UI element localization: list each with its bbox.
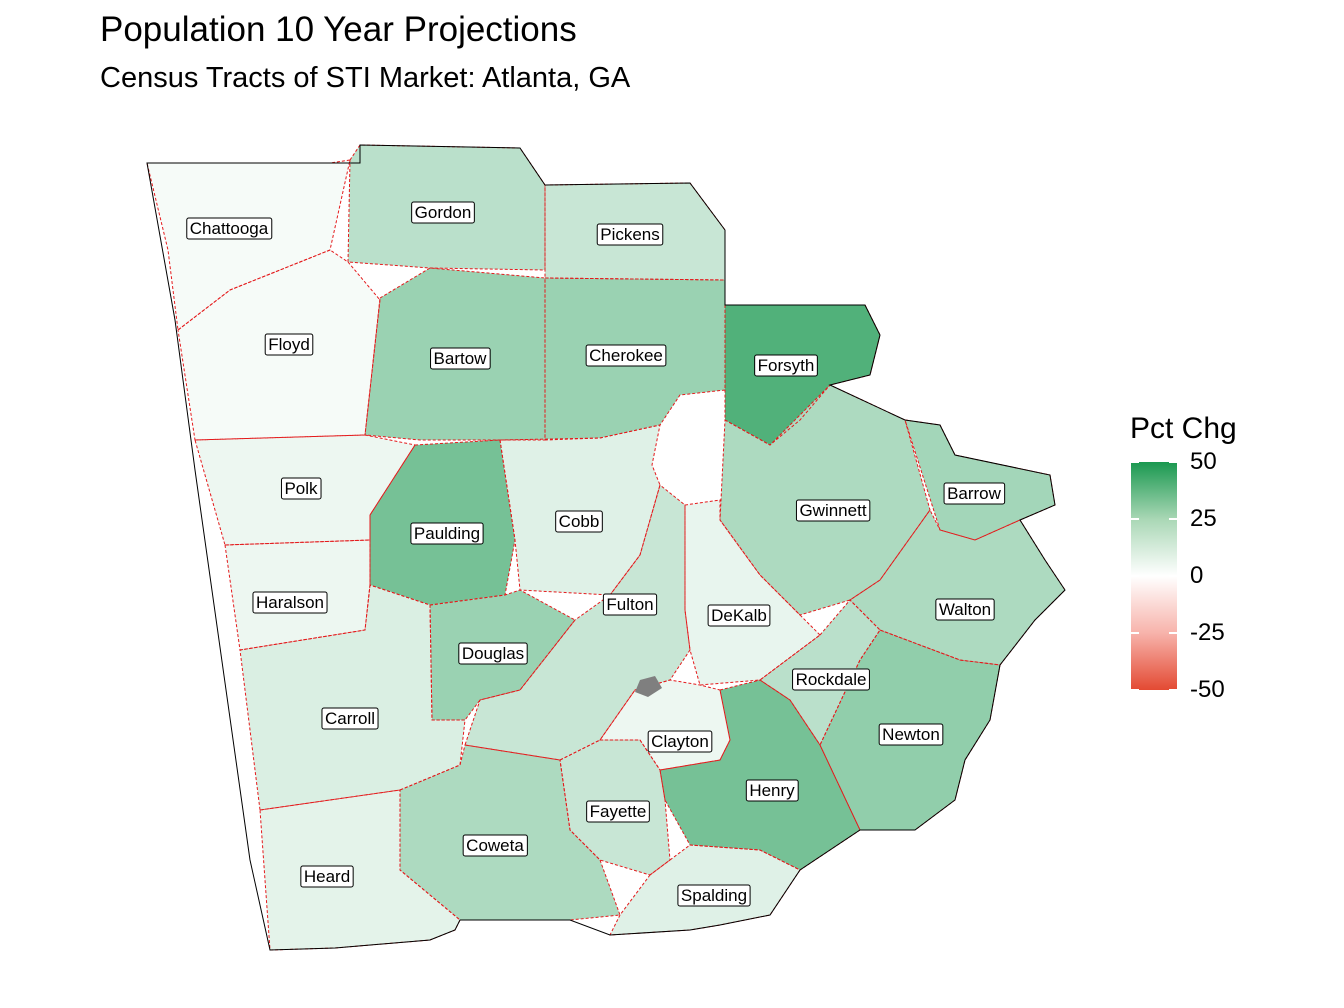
legend-tick-left [1131,518,1139,520]
county-label-box-floyd [264,333,314,356]
county-boundary-carroll [239,584,466,811]
county-label-paulding: Paulding [414,524,480,543]
county-label-newton: Newton [882,725,940,744]
county-walton [850,510,1065,665]
county-label-box-paulding [410,522,484,545]
county-label-box-carroll [321,707,379,730]
missing-tract [635,676,662,697]
legend-tick-label: -50 [1190,676,1225,703]
legend-tick-left [1131,689,1139,691]
county-label-pickens: Pickens [600,225,660,244]
county-label-cobb: Cobb [559,512,600,531]
county-label-box-douglas [458,642,528,665]
county-label-barrow: Barrow [947,484,1002,503]
county-label-bartow: Bartow [434,349,488,368]
county-label-rockdale: Rockdale [796,670,867,689]
legend-tick-left [1131,461,1139,463]
legend-tick-label: 0 [1190,562,1204,589]
county-label-floyd: Floyd [268,335,310,354]
county-label-fayette: Fayette [590,802,647,821]
county-label-chattooga: Chattooga [190,219,269,238]
county-cobb [500,425,660,595]
county-label-polk: Polk [284,479,318,498]
county-heard [260,790,460,950]
county-label-heard: Heard [304,867,350,886]
county-label-box-fulton [602,593,658,616]
county-label-gwinnett: Gwinnett [799,501,866,520]
county-label-coweta: Coweta [466,836,524,855]
county-label-forsyth: Forsyth [758,356,815,375]
county-label-box-cherokee [585,344,667,367]
county-boundary-gordon [347,144,546,271]
county-label-box-clayton [647,730,713,753]
county-label-douglas: Douglas [462,644,524,663]
county-henry [660,680,860,870]
county-label-box-cobb [555,510,603,533]
county-label-spalding: Spalding [681,886,747,905]
legend-tick-right [1169,575,1177,577]
county-label-box-dekalb [707,604,771,627]
study-area-outline [146,144,1066,951]
legend-tick-right [1169,632,1177,634]
county-coweta [400,745,620,920]
county-label-walton: Walton [939,600,991,619]
legend-tick-right [1169,689,1177,691]
county-label-box-pickens [596,223,664,246]
county-label-box-heard [300,865,354,888]
county-label-box-haralson [252,591,328,614]
county-boundary-haralson [224,539,371,651]
legend-tick-label: -25 [1190,619,1225,646]
legend-tick-label: 50 [1190,448,1217,475]
county-boundary-clayton [599,679,731,771]
county-label-box-bartow [430,347,491,370]
county-label-box-gordon [411,201,475,224]
county-dekalb [685,500,820,685]
county-label-haralson: Haralson [256,593,324,612]
county-label-clayton: Clayton [651,732,709,751]
legend-tick-label: 25 [1190,505,1217,532]
county-label-box-fayette [586,800,650,823]
county-chattooga [147,160,350,330]
map-subtitle: Census Tracts of STI Market: Atlanta, GA [100,62,631,94]
county-barrow [905,420,1055,540]
county-label-dekalb: DeKalb [711,606,767,625]
county-label-box-forsyth [754,354,818,377]
county-label-box-chattooga [186,217,273,240]
legend-tick-right [1169,518,1177,520]
county-label-box-newton [878,723,944,746]
county-label-cherokee: Cherokee [589,346,663,365]
legend-title: Pct Chg [1130,412,1237,445]
county-label-gordon: Gordon [415,203,472,222]
county-label-carroll: Carroll [325,709,375,728]
county-label-box-coweta [462,834,528,857]
map-title: Population 10 Year Projections [100,10,577,49]
county-label-henry: Henry [749,781,795,800]
legend-tick-right [1169,461,1177,463]
county-boundary-polk [194,434,416,546]
county-label-box-spalding [677,884,751,907]
county-boundary-floyd [177,249,381,441]
county-label-box-polk [280,477,322,500]
legend-tick-left [1131,575,1139,577]
county-label-box-gwinnett [795,499,871,522]
county-boundary-spalding [609,844,801,936]
county-label-fulton: Fulton [606,595,653,614]
county-label-box-henry [745,779,799,802]
county-label-box-rockdale [792,668,870,691]
legend-tick-left [1131,632,1139,634]
county-label-box-walton [935,598,995,621]
county-label-box-barrow [943,482,1006,505]
county-boundary-fayette [559,739,671,876]
